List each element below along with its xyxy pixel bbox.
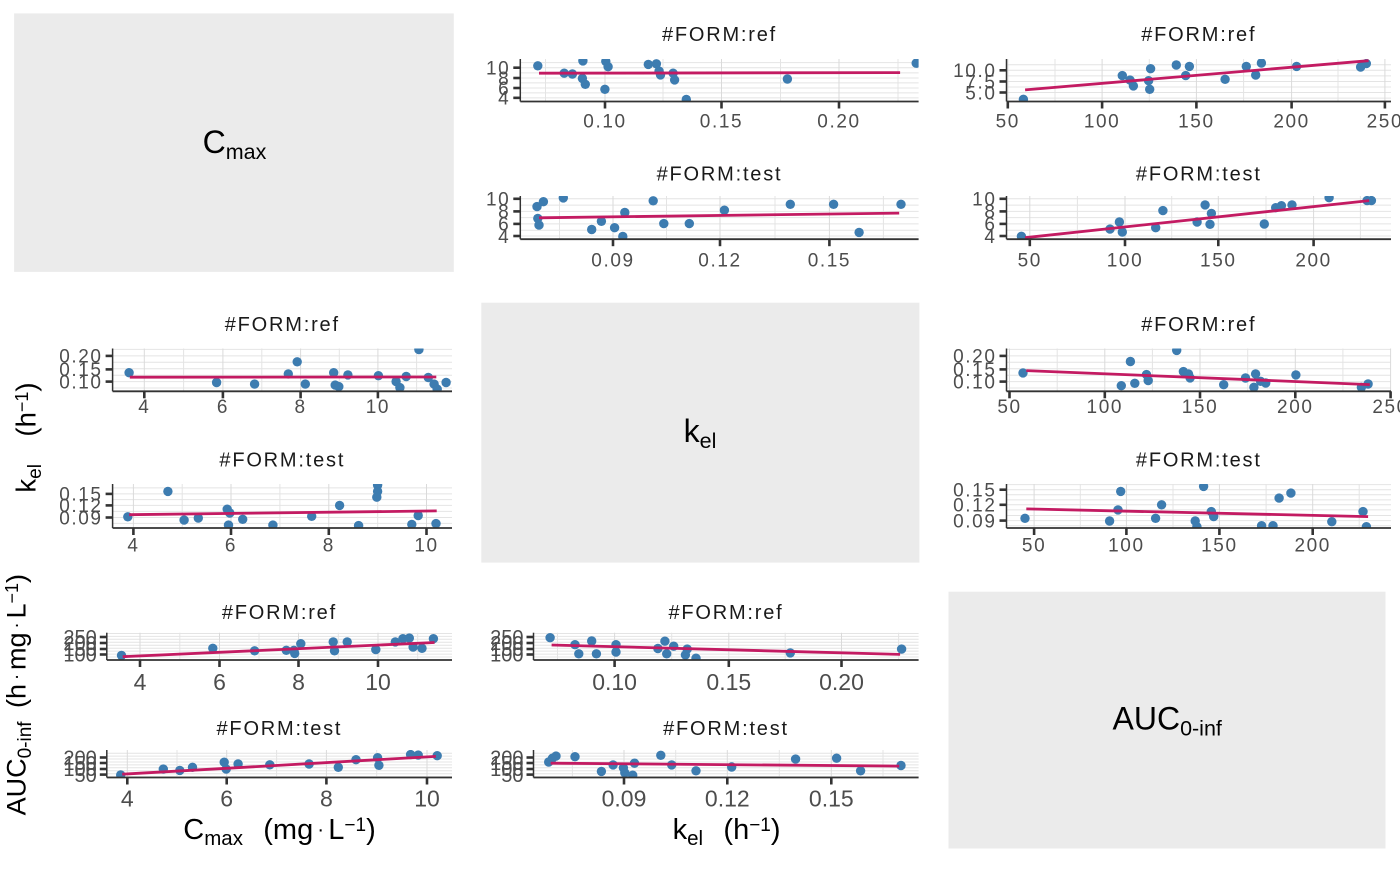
svg-text:100: 100 bbox=[490, 645, 523, 667]
svg-text:0.09: 0.09 bbox=[602, 786, 647, 812]
svg-text:150: 150 bbox=[1178, 111, 1215, 132]
svg-text:0.15: 0.15 bbox=[809, 786, 854, 812]
svg-text:4: 4 bbox=[984, 227, 996, 248]
svg-text:AUC0-inf (h · mg · L−1): AUC0-inf (h · mg · L−1) bbox=[2, 574, 36, 815]
svg-text:0.09: 0.09 bbox=[953, 511, 996, 532]
svg-text:#FORM:ref: #FORM:ref bbox=[1141, 24, 1256, 46]
svg-text:0.15: 0.15 bbox=[700, 111, 743, 132]
svg-text:10: 10 bbox=[365, 669, 391, 695]
svg-text:0.10: 0.10 bbox=[59, 372, 102, 393]
svg-text:200: 200 bbox=[1295, 251, 1332, 272]
svg-text:200: 200 bbox=[1294, 536, 1331, 557]
svg-text:150: 150 bbox=[1182, 397, 1219, 418]
svg-text:4: 4 bbox=[134, 669, 147, 695]
svg-text:6: 6 bbox=[220, 786, 233, 812]
svg-text:50: 50 bbox=[501, 765, 523, 787]
svg-text:#FORM:ref: #FORM:ref bbox=[668, 602, 783, 624]
svg-text:250: 250 bbox=[1367, 111, 1400, 132]
svg-text:#FORM:ref: #FORM:ref bbox=[662, 24, 777, 46]
svg-text:4: 4 bbox=[498, 227, 510, 248]
svg-text:#FORM:test: #FORM:test bbox=[663, 718, 789, 740]
svg-text:0.10: 0.10 bbox=[953, 372, 996, 393]
svg-text:#FORM:test: #FORM:test bbox=[657, 163, 783, 185]
svg-text:#FORM:test: #FORM:test bbox=[219, 450, 345, 472]
svg-text:6: 6 bbox=[213, 669, 226, 695]
svg-text:0.10: 0.10 bbox=[583, 111, 626, 132]
svg-text:50: 50 bbox=[996, 111, 1020, 132]
svg-text:#FORM:test: #FORM:test bbox=[1136, 163, 1262, 185]
svg-text:100: 100 bbox=[1107, 251, 1144, 272]
svg-text:0.10: 0.10 bbox=[592, 669, 637, 695]
svg-text:#FORM:ref: #FORM:ref bbox=[1141, 314, 1256, 336]
svg-text:0.09: 0.09 bbox=[59, 508, 102, 529]
svg-text:0.15: 0.15 bbox=[808, 251, 851, 272]
svg-text:8: 8 bbox=[323, 536, 335, 557]
svg-text:100: 100 bbox=[1108, 536, 1145, 557]
svg-text:150: 150 bbox=[1200, 251, 1237, 272]
svg-text:8: 8 bbox=[320, 786, 333, 812]
svg-text:#FORM:test: #FORM:test bbox=[217, 718, 343, 740]
svg-text:0.15: 0.15 bbox=[706, 669, 751, 695]
svg-text:#FORM:ref: #FORM:ref bbox=[222, 602, 337, 624]
svg-text:250: 250 bbox=[1372, 397, 1400, 418]
svg-text:5.0: 5.0 bbox=[965, 83, 996, 104]
svg-text:4: 4 bbox=[138, 397, 150, 418]
svg-text:200: 200 bbox=[1273, 111, 1310, 132]
svg-text:10: 10 bbox=[366, 397, 390, 418]
svg-text:10: 10 bbox=[414, 536, 438, 557]
svg-text:4: 4 bbox=[498, 89, 510, 110]
svg-text:6: 6 bbox=[225, 536, 237, 557]
svg-text:100: 100 bbox=[63, 645, 96, 667]
svg-text:150: 150 bbox=[1201, 536, 1238, 557]
svg-text:6: 6 bbox=[217, 397, 229, 418]
svg-text:0.20: 0.20 bbox=[819, 669, 864, 695]
svg-text:50: 50 bbox=[1022, 536, 1046, 557]
svg-text:4: 4 bbox=[121, 786, 134, 812]
svg-text:0.09: 0.09 bbox=[591, 251, 634, 272]
svg-text:100: 100 bbox=[1084, 111, 1121, 132]
svg-text:50: 50 bbox=[997, 397, 1021, 418]
svg-text:#FORM:ref: #FORM:ref bbox=[225, 314, 340, 336]
svg-text:0.12: 0.12 bbox=[698, 251, 741, 272]
svg-text:50: 50 bbox=[75, 765, 97, 787]
svg-text:0.12: 0.12 bbox=[705, 786, 750, 812]
svg-text:8: 8 bbox=[292, 669, 305, 695]
svg-text:100: 100 bbox=[1087, 397, 1124, 418]
svg-text:8: 8 bbox=[295, 397, 307, 418]
svg-text:50: 50 bbox=[1018, 251, 1042, 272]
svg-text:200: 200 bbox=[1277, 397, 1314, 418]
svg-text:4: 4 bbox=[127, 536, 139, 557]
svg-text:0.20: 0.20 bbox=[817, 111, 860, 132]
svg-text:10: 10 bbox=[414, 786, 440, 812]
svg-text:#FORM:test: #FORM:test bbox=[1136, 450, 1262, 472]
